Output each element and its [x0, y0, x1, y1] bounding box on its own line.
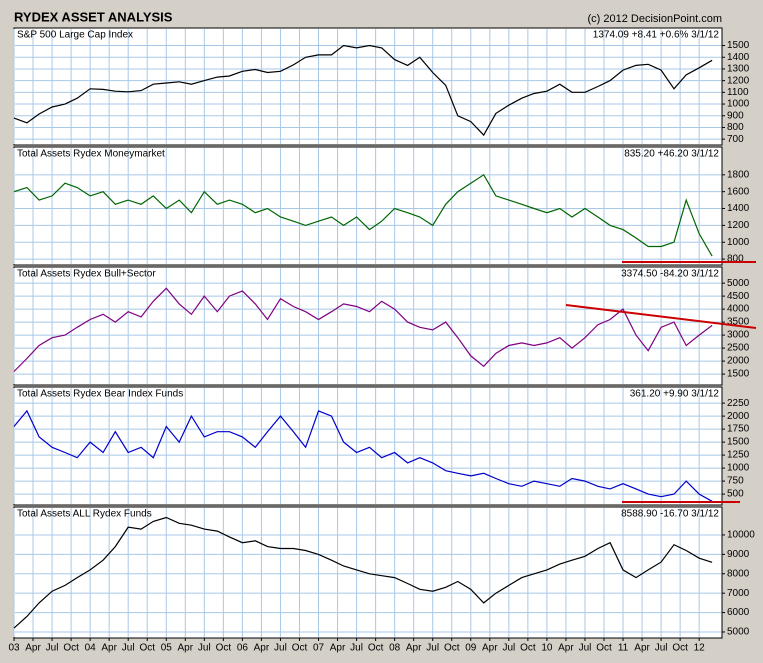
y-tick-label: 2000: [727, 356, 750, 367]
readout: 1374.09 +8.41 +0.6% 3/1/12: [593, 30, 720, 41]
y-tick-label: 1000: [727, 463, 750, 474]
x-tick-label: 12: [694, 643, 706, 654]
x-tick-label: Jul: [426, 643, 439, 654]
x-tick-label: 06: [237, 643, 249, 654]
credit: (c) 2012 DecisionPoint.com: [587, 13, 722, 25]
y-tick-label: 2500: [727, 343, 750, 354]
x-tick-label: 03: [8, 643, 20, 654]
x-tick-label: Apr: [25, 643, 41, 654]
x-tick-label: Jul: [655, 643, 668, 654]
x-tick-label: Oct: [63, 643, 79, 654]
chart-title: RYDEX ASSET ANALYSIS: [14, 9, 173, 24]
panel: [13, 506, 723, 639]
y-tick-label: 4000: [727, 304, 750, 315]
y-tick-label: 9000: [727, 549, 750, 560]
x-tick-label: 10: [541, 643, 553, 654]
y-tick-label: 800: [727, 254, 744, 265]
panel-label: Total Assets Rydex Bull+Sector: [17, 269, 156, 280]
y-tick-label: 3000: [727, 330, 750, 341]
readout: 835.20 +46.20 3/1/12: [624, 149, 719, 160]
x-tick-label: Jul: [46, 643, 59, 654]
y-tick-label: 500: [727, 489, 744, 500]
x-tick-label: Jul: [198, 643, 211, 654]
panel: [13, 266, 723, 386]
x-tick-label: Oct: [444, 643, 460, 654]
y-tick-label: 1400: [727, 203, 750, 214]
x-tick-label: Apr: [634, 643, 650, 654]
x-tick-label: Apr: [406, 643, 422, 654]
x-tick-label: Apr: [330, 643, 346, 654]
readout: 3374.50 -84.20 3/1/12: [621, 269, 719, 280]
x-tick-label: Jul: [274, 643, 287, 654]
y-tick-label: 1600: [727, 186, 750, 197]
line: [13, 516, 713, 629]
readout: 8588.90 -16.70 3/1/12: [621, 509, 719, 520]
panel-label: Total Assets Rydex Moneymarket: [17, 149, 165, 160]
y-tick-label: 3500: [727, 317, 750, 328]
y-tick-label: 1500: [727, 369, 750, 380]
x-tick-label: Jul: [579, 643, 592, 654]
y-tick-label: 1000: [727, 237, 750, 248]
y-tick-label: 1250: [727, 450, 750, 461]
x-tick-label: 09: [465, 643, 477, 654]
y-tick-label: 750: [727, 476, 744, 487]
panel-label: Total Assets Rydex Bear Index Funds: [17, 389, 183, 400]
y-tick-label: 10000: [727, 530, 755, 541]
line: [13, 173, 713, 257]
x-tick-label: Jul: [350, 643, 363, 654]
x-tick-label: 04: [85, 643, 97, 654]
y-tick-label: 1800: [727, 169, 750, 180]
x-tick-label: Oct: [216, 643, 232, 654]
x-tick-label: Oct: [672, 643, 688, 654]
x-tick-label: Apr: [558, 643, 574, 654]
y-tick-label: 1500: [727, 40, 750, 51]
y-tick-label: 2250: [727, 398, 750, 409]
y-tick-label: 4500: [727, 291, 750, 302]
x-tick-label: Oct: [368, 643, 384, 654]
x-tick-label: Oct: [139, 643, 155, 654]
x-tick-label: Oct: [292, 643, 308, 654]
y-tick-label: 1200: [727, 220, 750, 231]
x-tick-label: Oct: [520, 643, 536, 654]
x-tick-label: Apr: [178, 643, 194, 654]
y-tick-label: 1500: [727, 437, 750, 448]
y-tick-label: 6000: [727, 607, 750, 618]
y-tick-label: 800: [727, 122, 744, 133]
y-tick-label: 2000: [727, 411, 750, 422]
x-tick-label: Apr: [254, 643, 270, 654]
panel: [13, 386, 723, 506]
x-tick-label: 05: [161, 643, 173, 654]
x-tick-label: Jul: [122, 643, 135, 654]
line: [13, 287, 713, 372]
y-tick-label: 1750: [727, 424, 750, 435]
x-tick-label: Apr: [101, 643, 117, 654]
x-tick-label: 07: [313, 643, 325, 654]
line: [13, 44, 713, 137]
y-tick-label: 1400: [727, 52, 750, 63]
y-tick-label: 7000: [727, 588, 750, 599]
x-tick-label: 08: [389, 643, 401, 654]
x-tick-label: Oct: [596, 643, 612, 654]
panel-label: S&P 500 Large Cap Index: [17, 30, 133, 41]
y-tick-label: 1000: [727, 99, 750, 110]
y-tick-label: 8000: [727, 568, 750, 579]
x-tick-label: Apr: [482, 643, 498, 654]
y-tick-label: 1200: [727, 75, 750, 86]
y-tick-label: 700: [727, 134, 744, 145]
line: [13, 409, 713, 502]
x-tick-label: Jul: [502, 643, 515, 654]
y-tick-label: 900: [727, 110, 744, 121]
panel-label: Total Assets ALL Rydex Funds: [17, 509, 152, 520]
readout: 361.20 +9.90 3/1/12: [630, 389, 720, 400]
y-tick-label: 5000: [727, 278, 750, 289]
panel: [13, 146, 723, 266]
y-tick-label: 1100: [727, 87, 749, 98]
x-tick-label: 11: [618, 643, 629, 654]
y-tick-label: 5000: [727, 627, 750, 638]
trend-line: [565, 304, 757, 329]
y-tick-label: 1300: [727, 64, 750, 75]
